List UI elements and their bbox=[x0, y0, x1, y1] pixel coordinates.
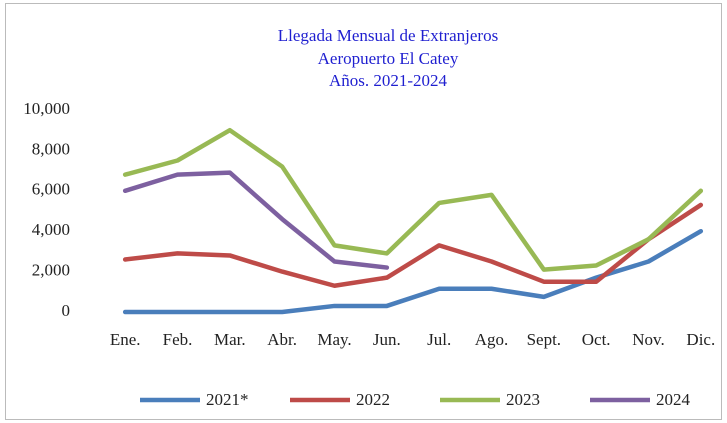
y-tick-label: 2,000 bbox=[32, 261, 70, 280]
chart-title: Años. 2021-2024 bbox=[329, 71, 448, 90]
legend-label: 2021* bbox=[206, 390, 249, 409]
series-line bbox=[122, 202, 704, 288]
legend-label: 2022 bbox=[356, 390, 390, 409]
series-line bbox=[122, 170, 390, 270]
y-tick-label: 10,000 bbox=[23, 99, 70, 118]
x-tick-label: Feb. bbox=[163, 330, 193, 349]
chart-title: Llegada Mensual de Extranjeros bbox=[278, 26, 498, 45]
x-tick-label: Ene. bbox=[110, 330, 141, 349]
x-tick-label: Mar. bbox=[214, 330, 246, 349]
y-tick-label: 4,000 bbox=[32, 220, 70, 239]
x-tick-label: Oct. bbox=[582, 330, 611, 349]
x-tick-label: Nov. bbox=[632, 330, 664, 349]
x-tick-label: Jun. bbox=[373, 330, 401, 349]
legend-label: 2023 bbox=[506, 390, 540, 409]
x-tick-label: Abr. bbox=[267, 330, 297, 349]
x-tick-label: Dic. bbox=[686, 330, 715, 349]
y-tick-label: 0 bbox=[62, 301, 71, 320]
series-line bbox=[122, 127, 704, 272]
y-tick-label: 6,000 bbox=[32, 180, 70, 199]
chart-title: Aeropuerto El Catey bbox=[318, 49, 459, 68]
legend-label: 2024 bbox=[656, 390, 691, 409]
chart-frame bbox=[5, 3, 722, 420]
x-tick-label: Jul. bbox=[427, 330, 451, 349]
y-tick-label: 8,000 bbox=[32, 139, 70, 158]
x-tick-label: May. bbox=[317, 330, 351, 349]
x-tick-label: Sept. bbox=[527, 330, 561, 349]
x-tick-label: Ago. bbox=[475, 330, 509, 349]
